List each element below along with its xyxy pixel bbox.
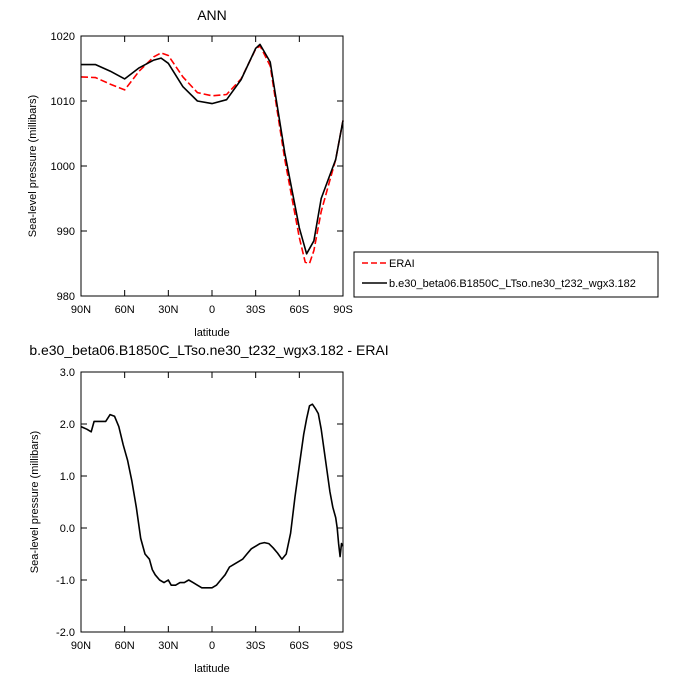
- legend: ERAI b.e30_beta06.B1850C_LTso.ne30_t232_…: [353, 251, 659, 298]
- y-tick-label: -1.0: [56, 575, 75, 587]
- plot-frame: [80, 371, 344, 633]
- x-tick-label: 0: [209, 640, 215, 652]
- y-tick-label: 1020: [51, 31, 75, 43]
- y-tick-label: -2.0: [56, 627, 75, 639]
- panel-title: b.e30_beta06.B1850C_LTso.ne30_t232_wgx3.…: [29, 342, 388, 358]
- axis-ticks: 90N 60N 30N 0 30S 60S 90S 980 990 1000 1010 1020: [51, 31, 353, 316]
- x-tick-label: 60N: [115, 640, 135, 652]
- x-tick-label: 90S: [333, 304, 353, 316]
- series-line-0: [80, 403, 344, 589]
- legend-box: [353, 251, 659, 298]
- y-axis-label: Sea-level pressure (millibars): [27, 95, 39, 237]
- y-tick-label: 980: [57, 291, 75, 303]
- x-tick-label: 90N: [71, 640, 91, 652]
- plot-frame: [80, 35, 344, 297]
- x-tick-label: 30N: [158, 640, 178, 652]
- difference-panel: b.e30_beta06.B1850C_LTso.ne30_t232_wgx3.…: [29, 342, 389, 675]
- plot-marks: [80, 403, 344, 589]
- x-tick-label: 60S: [290, 304, 310, 316]
- y-tick-label: 0.0: [60, 523, 75, 535]
- legend-label-erai: ERAI: [389, 258, 415, 270]
- x-tick-label: 0: [209, 304, 215, 316]
- x-tick-label: 30S: [246, 304, 266, 316]
- y-tick-label: 1.0: [60, 471, 75, 483]
- x-axis-label: latitude: [194, 663, 229, 675]
- y-tick-label: 1000: [51, 161, 75, 173]
- y-axis-label: Sea-level pressure (millibars): [29, 431, 41, 573]
- plot-marks: [80, 43, 344, 265]
- y-tick-label: 3.0: [60, 367, 75, 379]
- x-tick-label: 30S: [246, 640, 266, 652]
- sea-level-pressure-panel: ANN Sea-level pressure (millibars) latit…: [27, 7, 659, 339]
- series-line-0: [80, 45, 344, 265]
- legend-label-model: b.e30_beta06.B1850C_LTso.ne30_t232_wgx3.…: [389, 278, 636, 290]
- y-tick-label: 1010: [51, 96, 75, 108]
- x-axis-label: latitude: [194, 327, 229, 339]
- panel-title: ANN: [197, 7, 227, 23]
- x-tick-label: 60N: [115, 304, 135, 316]
- x-tick-label: 30N: [158, 304, 178, 316]
- series-line-1: [81, 43, 344, 255]
- y-tick-label: 2.0: [60, 419, 75, 431]
- axis-ticks: 90N 60N 30N 0 30S 60S 90S -2.0 -1.0 0.0 1.0 2.0 3.0: [56, 367, 353, 652]
- x-tick-label: 90N: [71, 304, 91, 316]
- y-tick-label: 990: [57, 226, 75, 238]
- x-tick-label: 90S: [333, 640, 353, 652]
- x-tick-label: 60S: [290, 640, 310, 652]
